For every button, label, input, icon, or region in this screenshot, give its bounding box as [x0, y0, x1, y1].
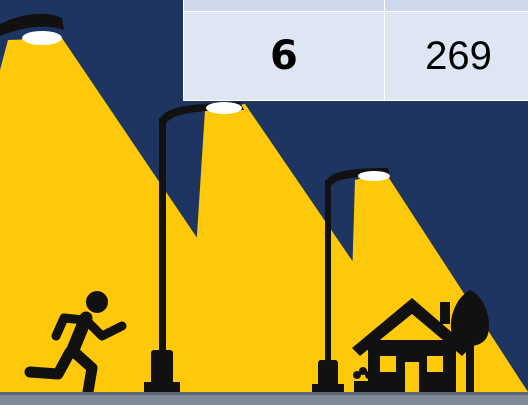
table-row [183, 0, 528, 12]
runner-icon [24, 291, 127, 398]
table-cell [183, 0, 385, 12]
street-lamp-icon [144, 102, 244, 392]
table-cell: 269 [383, 11, 528, 101]
data-table: 6 269 [183, 0, 528, 101]
house-icon [352, 298, 470, 392]
ground-edge [0, 392, 528, 395]
table-row: 6 269 [183, 11, 528, 101]
table-cell: 6 [183, 11, 385, 101]
light-beam-middle [150, 104, 372, 392]
street-lamp-icon [312, 168, 390, 392]
flower-pot-icon [353, 367, 373, 392]
table-cell [383, 0, 528, 12]
tree-icon [450, 290, 490, 392]
ground [0, 392, 528, 405]
street-lamp-icon [0, 13, 64, 45]
